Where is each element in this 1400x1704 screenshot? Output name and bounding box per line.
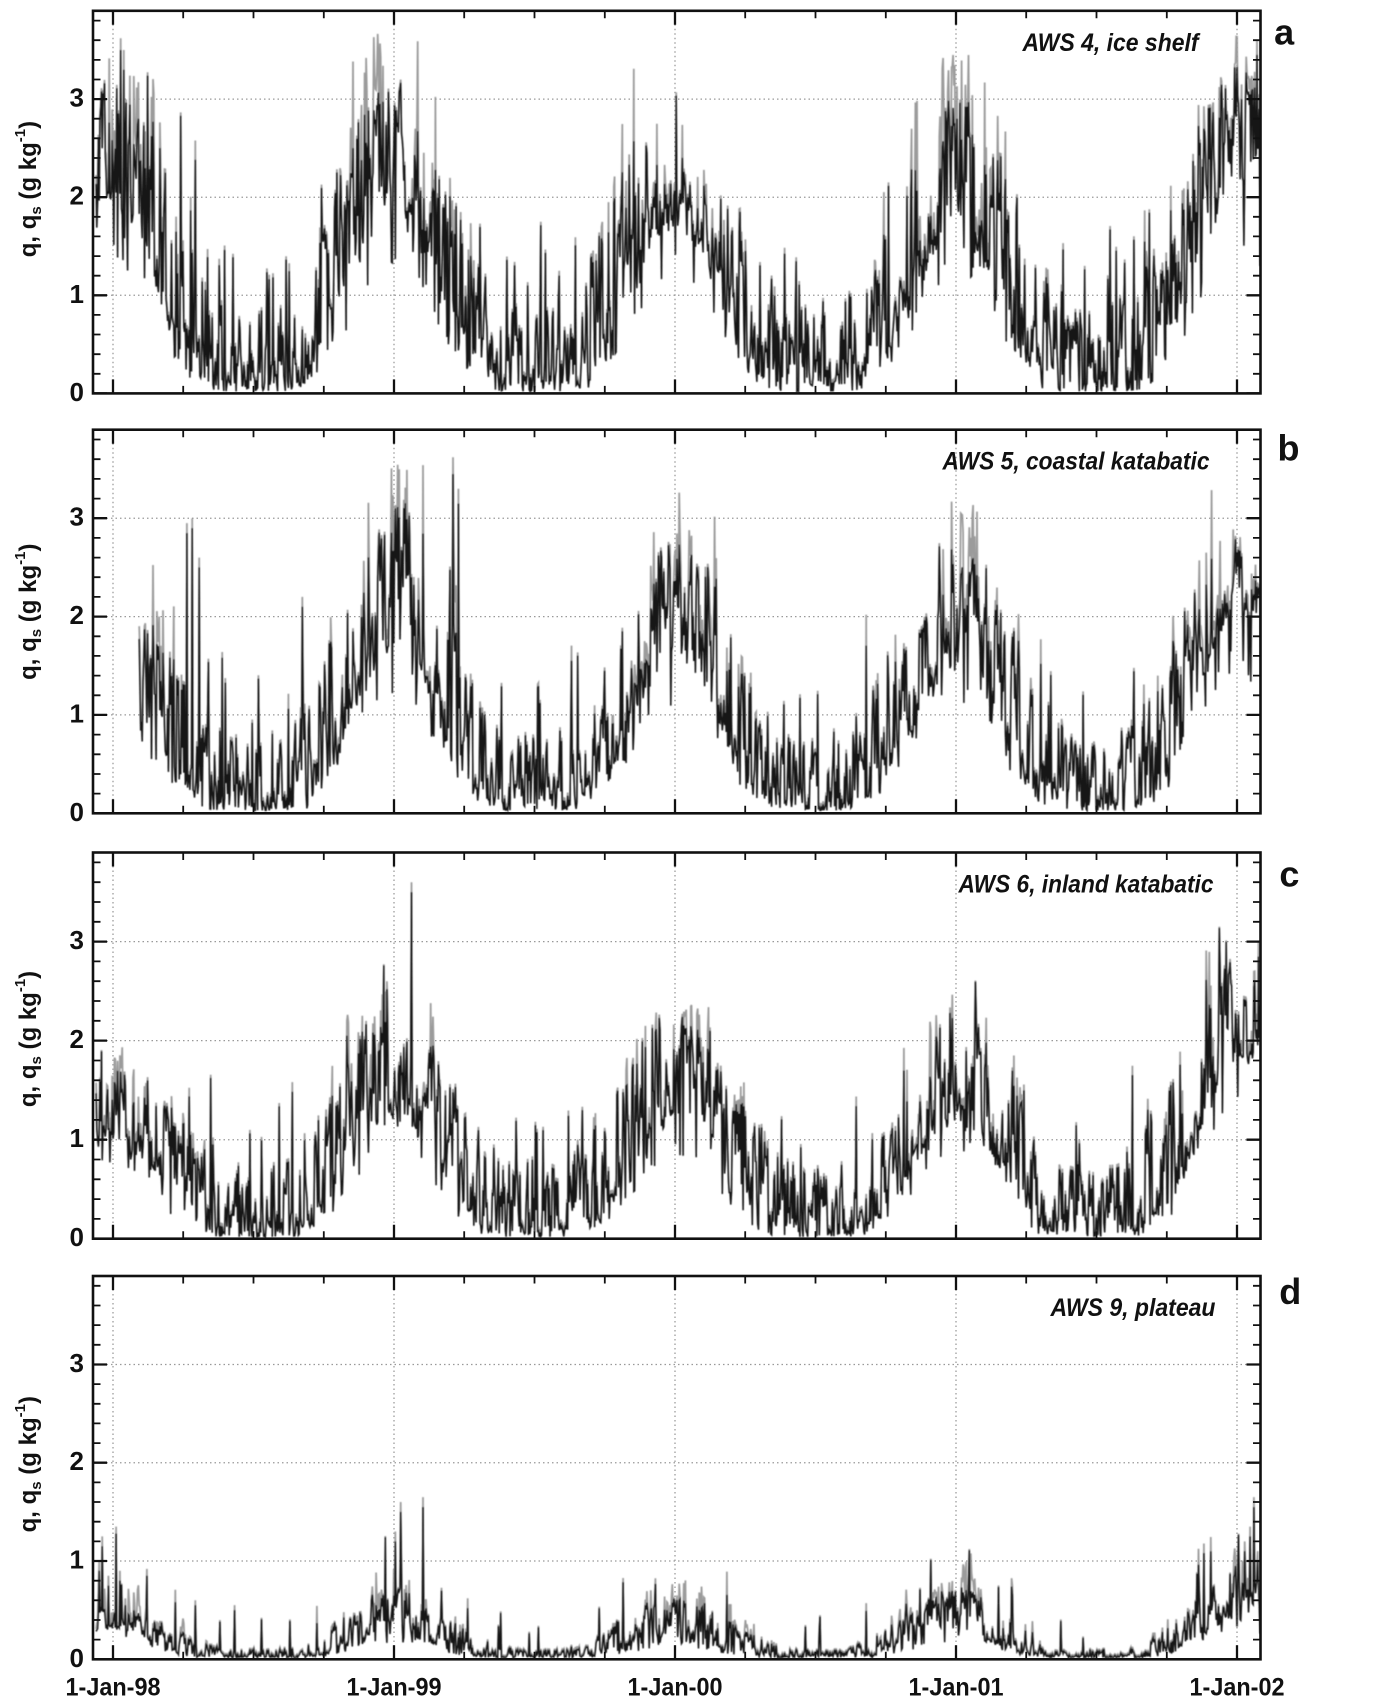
svg-text:3: 3: [70, 1348, 84, 1378]
svg-text:3: 3: [70, 925, 84, 955]
svg-text:q, qs (g kg-1): q, qs (g kg-1): [12, 1396, 45, 1532]
svg-text:3: 3: [70, 83, 84, 113]
svg-text:1: 1: [70, 698, 84, 728]
svg-text:1: 1: [70, 279, 84, 309]
svg-text:2: 2: [70, 1446, 84, 1476]
svg-text:1-Jan-01: 1-Jan-01: [909, 1674, 1004, 1702]
svg-text:2: 2: [70, 600, 84, 630]
svg-text:d: d: [1279, 1271, 1301, 1312]
svg-text:c: c: [1279, 854, 1299, 895]
svg-text:1-Jan-98: 1-Jan-98: [66, 1674, 161, 1702]
svg-text:1-Jan-00: 1-Jan-00: [628, 1674, 723, 1702]
svg-text:1-Jan-99: 1-Jan-99: [347, 1674, 442, 1702]
svg-text:q, qs (g kg-1): q, qs (g kg-1): [12, 544, 45, 680]
svg-text:2: 2: [70, 1024, 84, 1054]
svg-text:1-Jan-02: 1-Jan-02: [1190, 1674, 1285, 1702]
svg-text:AWS 4, ice shelf: AWS 4, ice shelf: [1022, 29, 1201, 57]
svg-text:0: 0: [70, 1222, 84, 1252]
svg-text:3: 3: [70, 502, 84, 532]
svg-text:AWS 6, inland katabatic: AWS 6, inland katabatic: [958, 871, 1214, 899]
svg-text:1: 1: [70, 1123, 84, 1153]
svg-text:AWS 5, coastal katabatic: AWS 5, coastal katabatic: [942, 448, 1210, 476]
svg-text:0: 0: [70, 797, 84, 827]
svg-text:b: b: [1278, 428, 1300, 469]
svg-text:0: 0: [70, 1643, 84, 1673]
svg-text:q, qs (g kg-1): q, qs (g kg-1): [12, 121, 45, 257]
svg-text:q, qs (g kg-1): q, qs (g kg-1): [12, 971, 45, 1107]
svg-text:1: 1: [70, 1545, 84, 1575]
svg-text:AWS 9, plateau: AWS 9, plateau: [1050, 1294, 1216, 1322]
svg-text:a: a: [1274, 11, 1295, 52]
svg-text:2: 2: [70, 181, 84, 211]
svg-text:0: 0: [70, 377, 84, 407]
